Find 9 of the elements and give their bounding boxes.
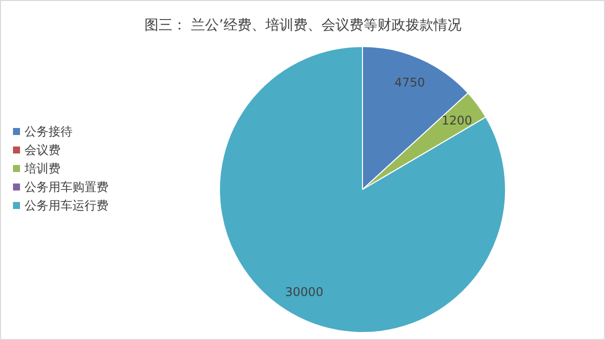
legend-label: 培训费 — [24, 162, 60, 176]
legend-label: 会议费 — [24, 143, 60, 157]
legend-label: 公务用车购置费 — [24, 180, 108, 194]
legend-label: 公务用车运行费 — [24, 198, 108, 212]
legend-label: 公务接待 — [24, 124, 72, 138]
data-label: 4750 — [394, 76, 426, 90]
chart-title: 图三： 兰公’经费、培训费、会议费等财政拨款情况 — [144, 18, 462, 34]
data-label: 1200 — [442, 113, 472, 128]
data-label: 30000 — [285, 284, 324, 299]
